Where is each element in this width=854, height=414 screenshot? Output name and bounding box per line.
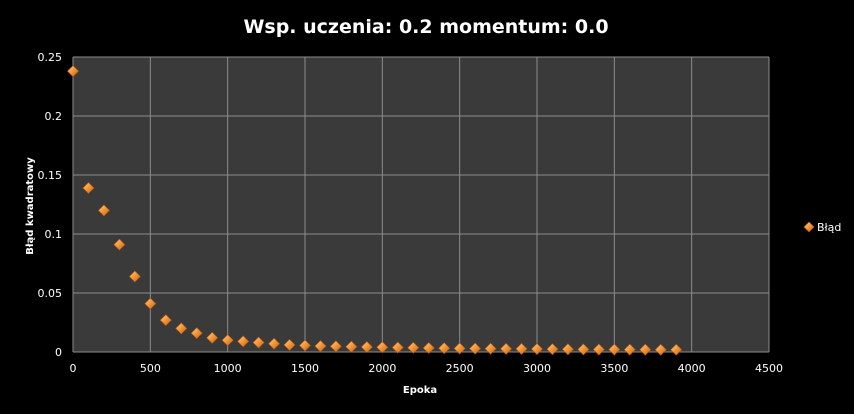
gridlines: [72, 56, 770, 353]
legend: Błąd: [803, 221, 841, 234]
data-point: [128, 270, 141, 283]
data-point: [670, 343, 683, 356]
data-point: [237, 335, 250, 348]
data-point: [407, 341, 420, 354]
data-point: [376, 341, 389, 354]
x-tick-label: 3500: [600, 362, 628, 375]
x-axis-label: Epoka: [403, 385, 437, 396]
data-points: [67, 65, 683, 356]
plot-area: [73, 57, 769, 352]
data-point: [453, 342, 466, 355]
data-point: [531, 343, 543, 355]
x-tick-label: 500: [140, 362, 161, 375]
data-point: [98, 204, 110, 217]
y-tick-label: 0.2: [45, 110, 63, 123]
data-point: [175, 322, 188, 335]
data-point: [221, 334, 234, 347]
data-point: [500, 342, 512, 355]
data-point: [360, 341, 373, 353]
x-tick-label: 3000: [523, 362, 551, 375]
data-point: [608, 343, 621, 356]
data-point: [268, 337, 280, 350]
data-point: [592, 343, 605, 356]
x-tick-label: 1500: [291, 362, 319, 375]
x-tick-label: 4500: [755, 362, 783, 375]
data-point: [82, 182, 95, 194]
data-point: [422, 342, 435, 354]
data-point: [623, 343, 636, 356]
data-point: [206, 331, 219, 344]
legend-marker: [803, 221, 815, 233]
x-axis-ticks: 0 500 1000 1500 2000 2500 3000 3500 4000 4500: [70, 362, 784, 375]
data-point: [314, 340, 327, 353]
chart-title: Wsp. uczenia: 0.2 momentum: 0.0: [243, 16, 608, 38]
data-point: [577, 343, 590, 356]
data-point: [190, 327, 203, 340]
x-tick-label: 0: [70, 362, 77, 375]
data-point: [252, 336, 265, 349]
data-point: [391, 341, 404, 354]
y-tick-label: 0.1: [45, 228, 63, 241]
data-point: [159, 314, 172, 327]
y-axis-ticks: 0 0.05 0.1 0.15 0.2 0.25: [38, 51, 63, 359]
y-axis-label: Błąd kwadratowy: [25, 157, 36, 255]
data-point: [546, 343, 559, 356]
x-tick-label: 4000: [678, 362, 706, 375]
data-point: [438, 342, 451, 355]
data-point: [469, 342, 482, 355]
data-point: [562, 343, 574, 356]
data-point: [639, 343, 652, 356]
x-tick-label: 2000: [368, 362, 396, 375]
x-tick-label: 2500: [446, 362, 474, 375]
data-point: [299, 339, 311, 352]
y-tick-label: 0: [55, 346, 62, 359]
data-point: [345, 340, 358, 353]
data-point: [484, 342, 497, 355]
y-tick-label: 0.05: [38, 287, 63, 300]
y-tick-label: 0.25: [38, 51, 63, 64]
data-point: [67, 65, 79, 78]
y-tick-label: 0.15: [38, 169, 63, 182]
data-point: [113, 238, 126, 251]
data-point: [330, 340, 342, 353]
legend-label: Błąd: [817, 221, 841, 234]
data-point: [144, 297, 157, 310]
data-point: [515, 343, 528, 355]
x-tick-label: 1000: [214, 362, 242, 375]
data-point: [654, 343, 667, 356]
data-point: [283, 338, 296, 351]
